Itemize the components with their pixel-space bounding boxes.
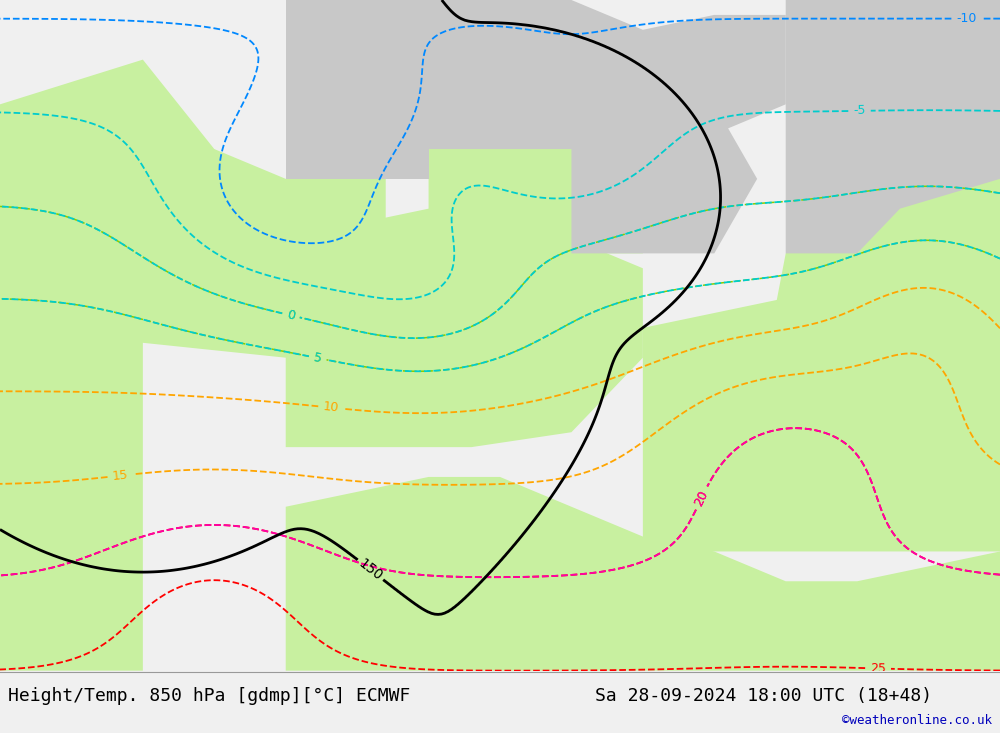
Polygon shape <box>286 0 429 179</box>
Text: 5: 5 <box>313 351 323 365</box>
Text: Height/Temp. 850 hPa [gdmp][°C] ECMWF: Height/Temp. 850 hPa [gdmp][°C] ECMWF <box>8 687 410 704</box>
Text: 150: 150 <box>356 556 385 583</box>
Text: ©weatheronline.co.uk: ©weatheronline.co.uk <box>842 714 992 727</box>
Text: 20: 20 <box>692 488 711 508</box>
Polygon shape <box>0 59 386 358</box>
Text: Sa 28-09-2024 18:00 UTC (18+48): Sa 28-09-2024 18:00 UTC (18+48) <box>595 687 932 704</box>
Text: -5: -5 <box>853 104 866 117</box>
Polygon shape <box>429 0 786 149</box>
Polygon shape <box>286 209 643 447</box>
Text: -10: -10 <box>956 12 977 25</box>
Polygon shape <box>0 149 214 671</box>
Text: 10: 10 <box>323 400 340 415</box>
Polygon shape <box>571 104 757 254</box>
Polygon shape <box>643 298 1000 551</box>
Text: 5: 5 <box>313 351 323 365</box>
Polygon shape <box>286 477 1000 671</box>
Text: 15: 15 <box>112 468 129 483</box>
Text: 25: 25 <box>870 662 886 675</box>
Text: 20: 20 <box>692 488 711 508</box>
Text: 0: 0 <box>286 308 296 323</box>
Text: 0: 0 <box>286 308 296 323</box>
Polygon shape <box>757 149 1000 507</box>
Polygon shape <box>429 104 643 254</box>
Polygon shape <box>786 0 1000 254</box>
